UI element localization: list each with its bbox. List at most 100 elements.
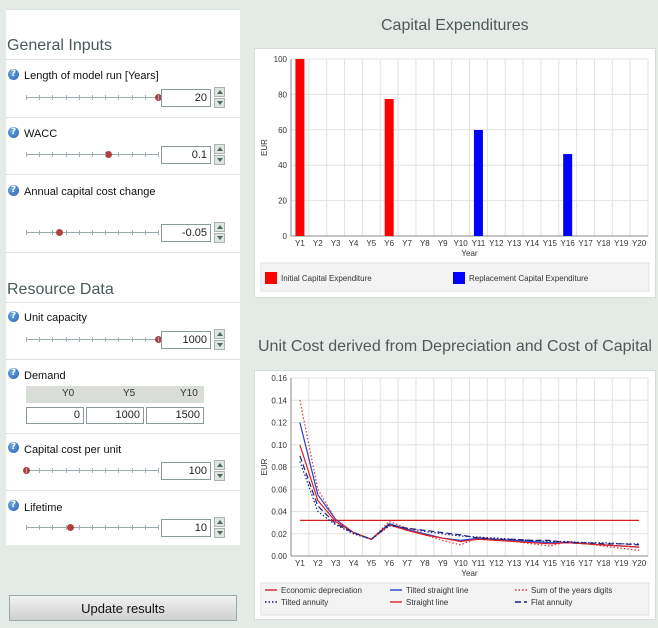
- x-tick-label: Y11: [472, 239, 486, 248]
- spin-down-icon[interactable]: [214, 528, 225, 538]
- unitcost-chart-frame: 0.00 0.02 0.04 0.06 0.08 0.10 0.12 0.14 0.16 Y1 Y2…: [254, 370, 656, 620]
- x-tick-label: Y1: [295, 559, 305, 568]
- demand-header-y5: Y5: [123, 388, 136, 399]
- legend-swatch: [265, 272, 277, 284]
- question-circle-icon[interactable]: ?: [8, 185, 19, 196]
- x-tick-label: Y13: [507, 559, 522, 568]
- lifetime-spinner[interactable]: [214, 517, 225, 538]
- question-circle-icon[interactable]: ?: [8, 442, 19, 453]
- divider: [6, 433, 240, 434]
- slider-tick: [158, 95, 159, 100]
- y-tick-label: 0.06: [271, 485, 287, 494]
- y-tick-label: 0.12: [271, 419, 287, 428]
- run-value-input[interactable]: 20: [161, 89, 211, 107]
- capchange-spinner[interactable]: [214, 222, 225, 243]
- question-circle-icon[interactable]: ?: [8, 127, 19, 138]
- spin-up-icon[interactable]: [214, 329, 225, 339]
- update-results-button[interactable]: Update results: [9, 595, 237, 621]
- spin-down-icon[interactable]: [214, 340, 225, 350]
- spin-down-icon[interactable]: [214, 155, 225, 165]
- run-slider[interactable]: [26, 94, 162, 101]
- costunit-label: Capital cost per unit: [24, 444, 122, 456]
- wacc-spinner[interactable]: [214, 144, 225, 165]
- run-label: Length of model run [Years]: [24, 70, 159, 82]
- capex-bar: [295, 59, 305, 236]
- lifetime-value-input[interactable]: 10: [161, 519, 211, 537]
- slider-tick: [105, 468, 106, 473]
- x-tick-label: Y12: [489, 239, 504, 248]
- demand-header-y0: Y0: [62, 388, 75, 399]
- legend-label: Flat annuity: [531, 598, 572, 607]
- x-tick-label: Y8: [420, 559, 430, 568]
- slider-tick: [132, 152, 133, 157]
- divider: [6, 117, 240, 118]
- slider-tick: [79, 152, 80, 157]
- x-tick-label: Y18: [596, 239, 611, 248]
- y-tick-label: 80: [278, 90, 287, 99]
- y-axis-label: EUR: [260, 458, 269, 475]
- general-inputs-title: General Inputs: [7, 37, 112, 54]
- demand-cell-y0[interactable]: 0: [26, 407, 84, 424]
- legend-label: Straight line: [406, 598, 449, 607]
- legend-label: Sum of the years digits: [531, 586, 612, 595]
- y-tick-label: 20: [278, 197, 287, 206]
- spin-up-icon[interactable]: [214, 517, 225, 527]
- lifetime-slider[interactable]: [26, 524, 159, 531]
- slider-tick: [92, 468, 93, 473]
- slider-tick: [92, 95, 93, 100]
- y-tick-label: 60: [278, 126, 287, 135]
- slider-tick: [39, 95, 40, 100]
- x-tick-label: Y20: [632, 239, 647, 248]
- spin-down-icon[interactable]: [214, 98, 225, 108]
- question-circle-icon[interactable]: ?: [8, 368, 19, 379]
- slider-thumb[interactable]: [67, 524, 74, 531]
- slider-tick: [92, 230, 93, 235]
- slider-tick: [118, 337, 119, 342]
- slider-thumb[interactable]: [56, 229, 63, 236]
- wacc-slider[interactable]: [26, 151, 159, 158]
- question-circle-icon[interactable]: ?: [8, 500, 19, 511]
- spin-up-icon[interactable]: [214, 222, 225, 232]
- capchange-slider[interactable]: [26, 229, 159, 236]
- spin-up-icon[interactable]: [214, 87, 225, 97]
- costunit-spinner[interactable]: [214, 460, 225, 481]
- y-tick-label: 0.04: [271, 508, 287, 517]
- x-tick-label: Y9: [438, 239, 448, 248]
- demand-cell-y10[interactable]: 1500: [146, 407, 204, 424]
- capacity-value-input[interactable]: 1000: [161, 331, 211, 349]
- demand-cell-y5[interactable]: 1000: [86, 407, 144, 424]
- slider-tick: [52, 525, 53, 530]
- divider: [6, 9, 240, 10]
- legend-box: [260, 582, 650, 616]
- capacity-slider[interactable]: [26, 336, 162, 343]
- slider-tick: [66, 152, 67, 157]
- inputs-panel: General Inputs ? Length of model run [Ye…: [6, 9, 240, 545]
- x-tick-label: Y6: [384, 239, 394, 248]
- capacity-spinner[interactable]: [214, 329, 225, 350]
- spin-up-icon[interactable]: [214, 144, 225, 154]
- costunit-slider[interactable]: [23, 467, 159, 474]
- question-circle-icon[interactable]: ?: [8, 311, 19, 322]
- x-tick-label: Y7: [402, 239, 412, 248]
- slider-tick: [79, 468, 80, 473]
- legend-label: Tilted straight line: [406, 586, 469, 595]
- x-tick-label: Y3: [331, 559, 341, 568]
- slider-tick: [39, 337, 40, 342]
- capchange-value-input[interactable]: -0.05: [161, 224, 211, 242]
- resource-data-title: Resource Data: [7, 281, 114, 298]
- question-circle-icon[interactable]: ?: [8, 69, 19, 80]
- run-spinner[interactable]: [214, 87, 225, 108]
- slider-thumb[interactable]: [105, 151, 112, 158]
- slider-tick: [92, 525, 93, 530]
- x-tick-label: Y14: [525, 239, 540, 248]
- spin-down-icon[interactable]: [214, 471, 225, 481]
- slider-tick: [145, 152, 146, 157]
- spin-down-icon[interactable]: [214, 233, 225, 243]
- capacity-label: Unit capacity: [24, 312, 87, 324]
- wacc-value-input[interactable]: 0.1: [161, 146, 211, 164]
- slider-tick: [66, 337, 67, 342]
- costunit-value-input[interactable]: 100: [161, 462, 211, 480]
- x-tick-label: Y17: [578, 239, 593, 248]
- spin-up-icon[interactable]: [214, 460, 225, 470]
- slider-tick: [52, 468, 53, 473]
